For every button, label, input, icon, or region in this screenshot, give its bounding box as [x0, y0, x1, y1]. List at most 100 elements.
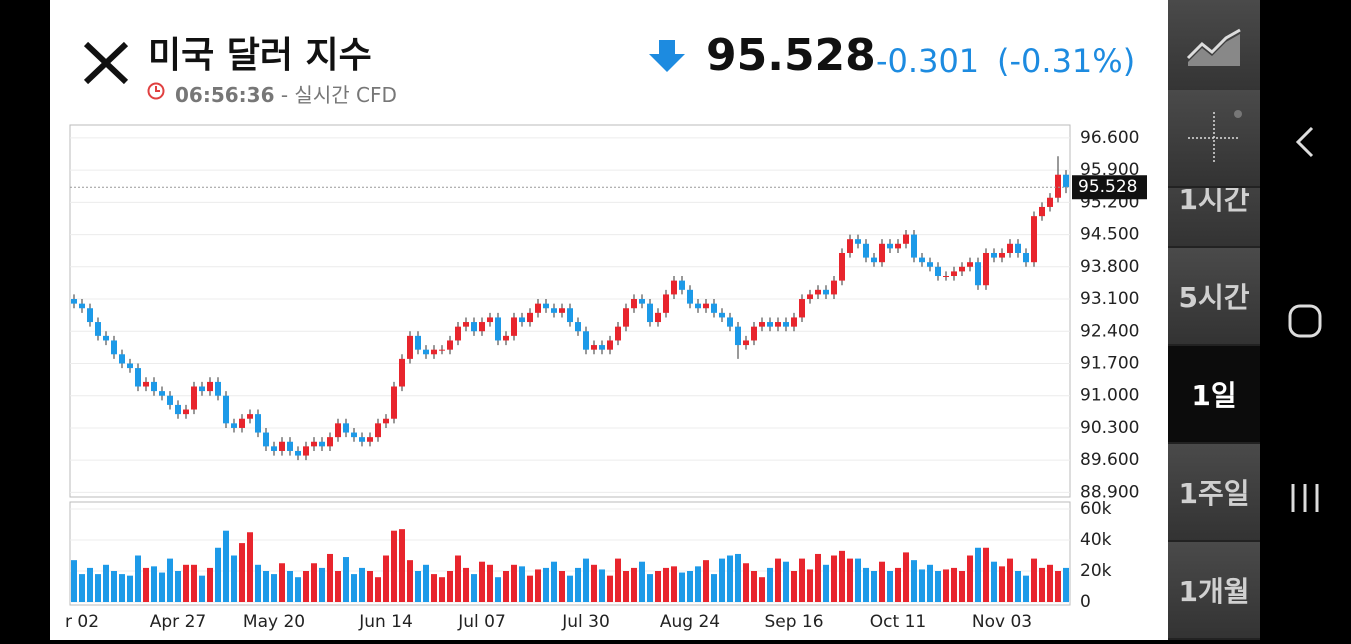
candle-body	[1055, 174, 1061, 198]
volume-bar	[191, 564, 197, 602]
crosshair-button[interactable]	[1168, 90, 1260, 188]
candle-body	[959, 266, 965, 272]
candle-body	[919, 257, 925, 263]
volume-bar	[591, 564, 597, 602]
candle-body	[591, 345, 597, 350]
last-price-box	[1072, 175, 1147, 200]
volume-bar	[935, 571, 941, 602]
volume-bar	[351, 574, 357, 602]
chart: 96.60095.90095.20094.50093.80093.10092.4…	[65, 124, 1147, 632]
y-tick-label: 96.600	[1080, 128, 1139, 148]
volume-bar	[775, 558, 781, 602]
candle-body	[735, 326, 741, 346]
candle-body	[719, 312, 725, 318]
candle-body	[631, 299, 637, 309]
candle-body	[655, 312, 661, 323]
volume-bar	[1031, 558, 1037, 602]
volume-bar	[687, 571, 693, 602]
candle-body	[391, 386, 397, 419]
volume-bar	[487, 564, 493, 602]
candle-body	[815, 289, 821, 295]
candle-body	[599, 345, 605, 350]
candle-body	[167, 395, 173, 405]
candle-body	[127, 363, 133, 369]
x-tick-label: Sep 16	[764, 612, 823, 632]
candle-body	[399, 358, 405, 387]
candle-body	[1063, 174, 1069, 188]
candle-body	[663, 294, 669, 313]
volume-bar	[815, 553, 821, 602]
candle-body	[519, 317, 525, 323]
candle-body	[743, 340, 749, 346]
x-tick-label: Jun 14	[358, 612, 413, 632]
volume-bar	[359, 567, 365, 602]
candle-body	[175, 404, 181, 415]
interval-button[interactable]: 1개월	[1168, 542, 1260, 640]
candle-body	[935, 266, 941, 277]
candle-body	[511, 317, 517, 336]
volume-bar	[335, 571, 341, 602]
chart-icon	[1186, 28, 1241, 66]
volume-bar	[663, 567, 669, 602]
candle-body	[239, 418, 245, 428]
volume-tick-label: 0	[1080, 592, 1091, 612]
interval-button[interactable]: 1주일	[1168, 444, 1260, 542]
candle-body	[79, 303, 85, 309]
volume-bar	[479, 561, 485, 602]
volume-bar	[1023, 575, 1029, 602]
candle-body	[335, 423, 341, 438]
volume-bar	[767, 567, 773, 602]
candle-body	[207, 381, 213, 392]
interval-button[interactable]: 1일	[1168, 346, 1260, 444]
candle-body	[783, 322, 789, 327]
volume-bar	[255, 564, 261, 602]
candle-body	[975, 262, 981, 286]
volume-bar	[911, 560, 917, 602]
candle-body	[191, 386, 197, 410]
volume-bar	[407, 560, 413, 602]
volume-bar	[719, 558, 725, 602]
candle-body	[231, 423, 237, 428]
candle-body	[559, 308, 565, 313]
time-line: 06:56:36 - 실시간 CFD	[175, 79, 397, 108]
candle-body	[551, 308, 557, 313]
volume-bar	[207, 567, 213, 602]
y-tick-label: 93.800	[1080, 257, 1139, 277]
candle-body	[327, 437, 333, 447]
candle-body	[199, 386, 205, 392]
candle-body	[799, 299, 805, 318]
candle-body	[751, 326, 757, 341]
chart-type-button[interactable]	[1168, 0, 1260, 98]
volume-bar	[839, 550, 845, 602]
volume-bar	[1007, 558, 1013, 602]
last-price-label: 95.528	[1078, 177, 1137, 197]
candle-body	[487, 317, 493, 323]
volume-bar	[559, 571, 565, 602]
volume-bar	[655, 571, 661, 602]
volume-bar	[279, 563, 285, 602]
volume-bar	[183, 564, 189, 602]
candle-body	[311, 441, 317, 447]
x-tick-label: Nov 03	[972, 612, 1032, 632]
candle-body	[871, 257, 877, 263]
candle-body	[983, 252, 989, 286]
candle-body	[263, 432, 269, 447]
y-tick-label: 90.300	[1080, 418, 1139, 438]
volume-bar	[415, 571, 421, 602]
candle-body	[863, 243, 869, 258]
interval-button[interactable]: 5시간	[1168, 248, 1260, 346]
candle-body	[119, 354, 125, 364]
candle-body	[823, 289, 829, 295]
candle-body	[215, 381, 221, 396]
candle-body	[639, 299, 645, 304]
close-button[interactable]	[82, 40, 130, 86]
volume-bar	[463, 567, 469, 602]
candle-body	[423, 349, 429, 355]
volume-bar	[1039, 567, 1045, 602]
candle-body	[583, 331, 589, 350]
candle-body	[535, 303, 541, 313]
candle-body	[807, 294, 813, 300]
candle-body	[695, 303, 701, 309]
volume-bar	[447, 571, 453, 602]
candle-body	[247, 414, 253, 419]
